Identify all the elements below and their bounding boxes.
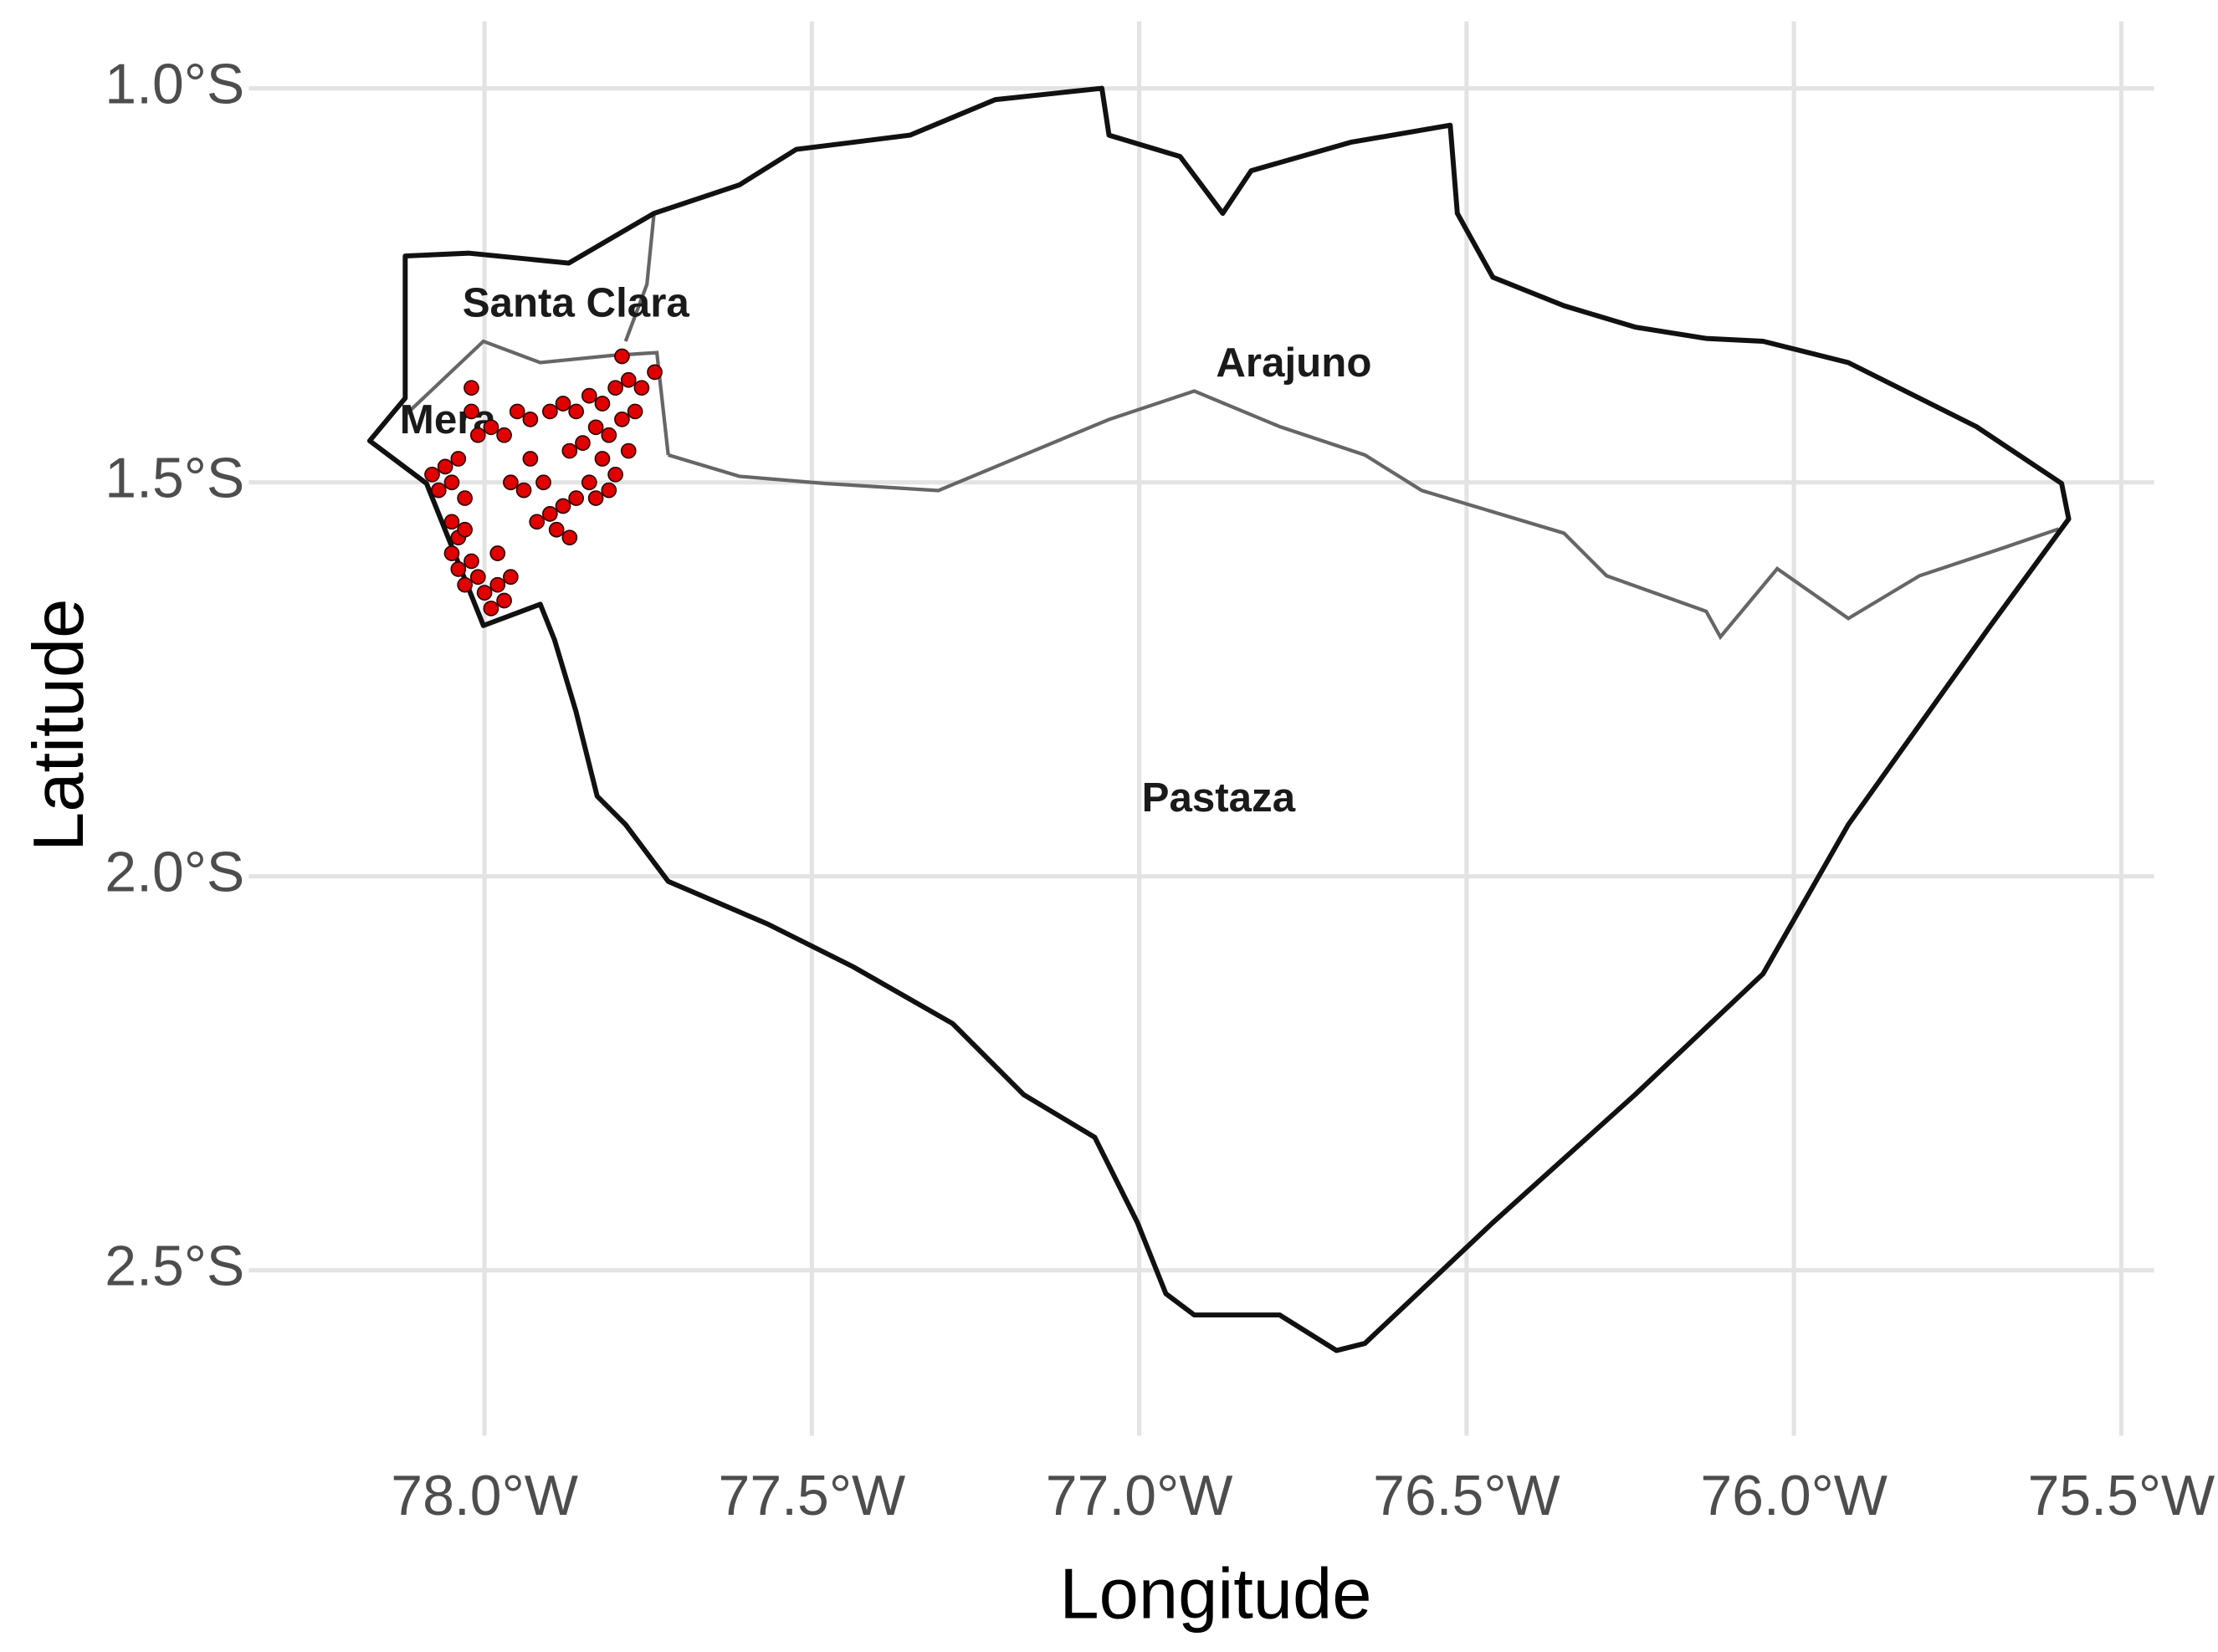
sample-point [443, 474, 460, 491]
x-tick-label: 76.0°W [1700, 1464, 1888, 1527]
sample-point [464, 553, 479, 570]
sample-point [555, 396, 571, 412]
sample-point [457, 521, 473, 538]
sample-point [443, 545, 460, 561]
x-axis-title: Longitude [1059, 1554, 1371, 1634]
region-label: Santa Clara [463, 280, 690, 326]
sample-point [607, 466, 623, 483]
sample-point [581, 387, 597, 404]
x-tick-label: 77.0°W [1046, 1464, 1233, 1527]
sample-point [430, 482, 447, 499]
sample-point [496, 592, 512, 609]
region-label: Pastaza [1142, 775, 1296, 821]
sample-point [627, 403, 643, 420]
region-label: Arajuno [1216, 340, 1371, 386]
sample-point [594, 451, 611, 467]
sample-point [561, 529, 578, 546]
sample-point [489, 545, 506, 561]
sample-point [496, 427, 512, 443]
sample-point [568, 490, 584, 506]
grid [248, 21, 2154, 1436]
sample-point [503, 569, 519, 586]
y-axis-title: Latitude [19, 599, 99, 852]
sample-point [424, 466, 440, 483]
sample-point [535, 474, 551, 491]
sample-point [464, 403, 479, 420]
y-tick-label: 2.5°S [105, 1235, 244, 1298]
sample-point [515, 482, 532, 499]
sample-point [483, 601, 499, 616]
x-tick-label: 78.0°W [391, 1464, 578, 1527]
pastaza-outline [366, 85, 2072, 1353]
sample-point [607, 380, 623, 396]
y-tick-label: 1.5°S [105, 447, 244, 510]
sample-point [601, 427, 617, 443]
sample-point [555, 498, 571, 514]
sample-point [464, 380, 479, 396]
sample-point [469, 569, 486, 586]
sample-point [522, 451, 539, 467]
sample-point [450, 451, 467, 467]
sample-point [489, 576, 506, 593]
sample-point [483, 419, 499, 436]
sample-point [529, 514, 546, 530]
x-tick-label: 77.5°W [719, 1464, 906, 1527]
sample-point [476, 585, 493, 601]
sample-point [614, 348, 630, 365]
sample-point [568, 403, 584, 420]
sample-point [614, 412, 630, 427]
sample-point [522, 412, 539, 427]
y-tick-label: 2.0°S [105, 841, 244, 904]
sample-point [587, 419, 604, 436]
sample-point [457, 576, 473, 593]
sample-point [503, 474, 519, 491]
sample-point [647, 364, 663, 381]
arajuno-boundary [668, 389, 2060, 641]
sample-point [542, 403, 558, 420]
sample-point [548, 521, 565, 538]
sample-point [561, 442, 578, 459]
sample-point [581, 474, 597, 491]
sample-point [443, 514, 460, 530]
sample-point [469, 427, 486, 443]
sample-point [620, 442, 637, 459]
sample-point [601, 482, 617, 499]
sample-point [620, 371, 637, 388]
sample-point [594, 396, 611, 412]
sample-point [450, 560, 467, 577]
sample-point [542, 506, 558, 522]
x-tick-label: 76.5°W [1373, 1464, 1560, 1527]
x-tick-label: 75.5°W [2028, 1464, 2215, 1527]
sample-point [587, 490, 604, 506]
sample-point [633, 380, 650, 396]
sample-point [575, 435, 591, 451]
sample-point [437, 458, 453, 475]
sample-point [457, 490, 473, 506]
y-tick-label: 1.0°S [105, 53, 244, 116]
sample-point [509, 403, 525, 420]
